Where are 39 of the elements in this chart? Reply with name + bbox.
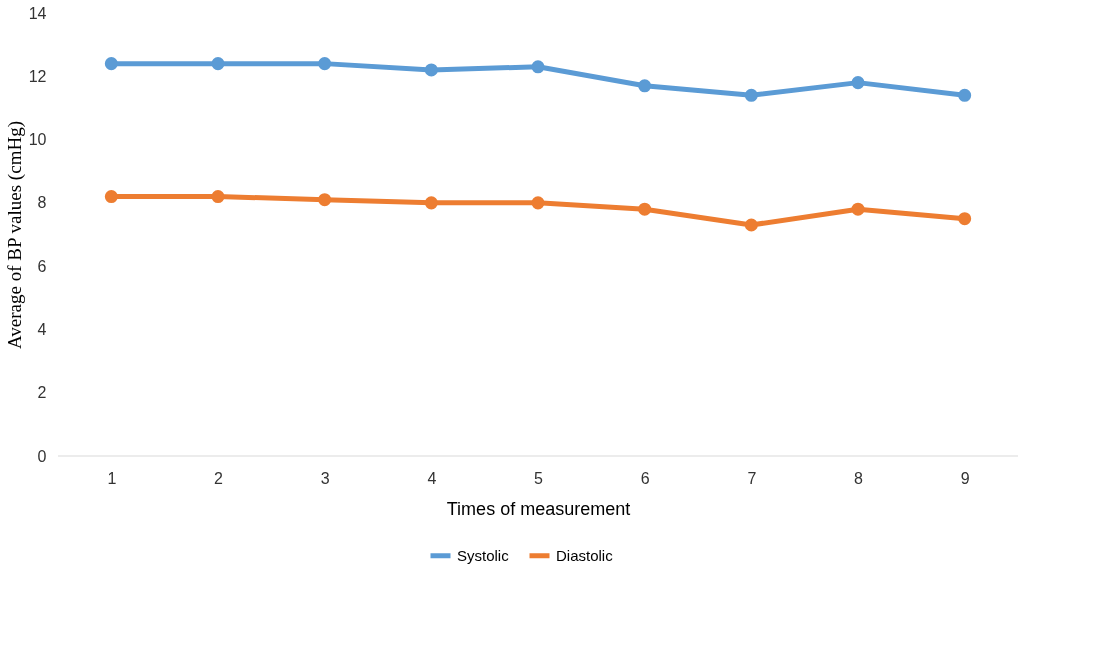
point <box>851 202 865 216</box>
y-tick-label: 4 <box>37 320 47 338</box>
point <box>104 57 118 71</box>
x-axis-title: Times of measurement <box>446 498 631 519</box>
point <box>531 196 545 210</box>
y-axis-title: Average of BP values (cmHg) <box>3 121 26 349</box>
point <box>318 57 332 71</box>
x-tick-label: 6 <box>640 469 650 487</box>
point <box>531 60 545 74</box>
point <box>638 79 652 93</box>
y-tick-label: 6 <box>37 257 47 275</box>
legend-label: Systolic <box>457 546 510 564</box>
point <box>424 196 438 210</box>
point <box>958 212 972 226</box>
point <box>851 76 865 90</box>
legend-label: Diastolic <box>556 546 614 564</box>
point <box>211 190 225 204</box>
x-tick-label: 1 <box>107 469 117 487</box>
point <box>744 218 758 232</box>
y-tick-label: 8 <box>37 194 47 212</box>
x-tick-label: 8 <box>854 469 864 487</box>
x-tick-label: 2 <box>214 469 224 487</box>
y-tick-label: 12 <box>28 67 47 85</box>
y-tick-label: 2 <box>37 384 47 402</box>
point <box>211 57 225 71</box>
y-tick-label: 14 <box>28 4 47 22</box>
x-tick-label: 3 <box>320 469 330 487</box>
x-tick-label: 9 <box>960 469 970 487</box>
point <box>424 63 438 77</box>
x-tick-label: 4 <box>427 469 437 487</box>
x-tick-label: 5 <box>534 469 544 487</box>
point <box>958 88 972 102</box>
point <box>638 202 652 216</box>
point <box>318 193 332 207</box>
y-tick-label: 0 <box>37 447 47 465</box>
x-tick-label: 7 <box>747 469 757 487</box>
point <box>104 190 118 204</box>
y-tick-label: 10 <box>28 131 47 149</box>
point <box>744 88 758 102</box>
